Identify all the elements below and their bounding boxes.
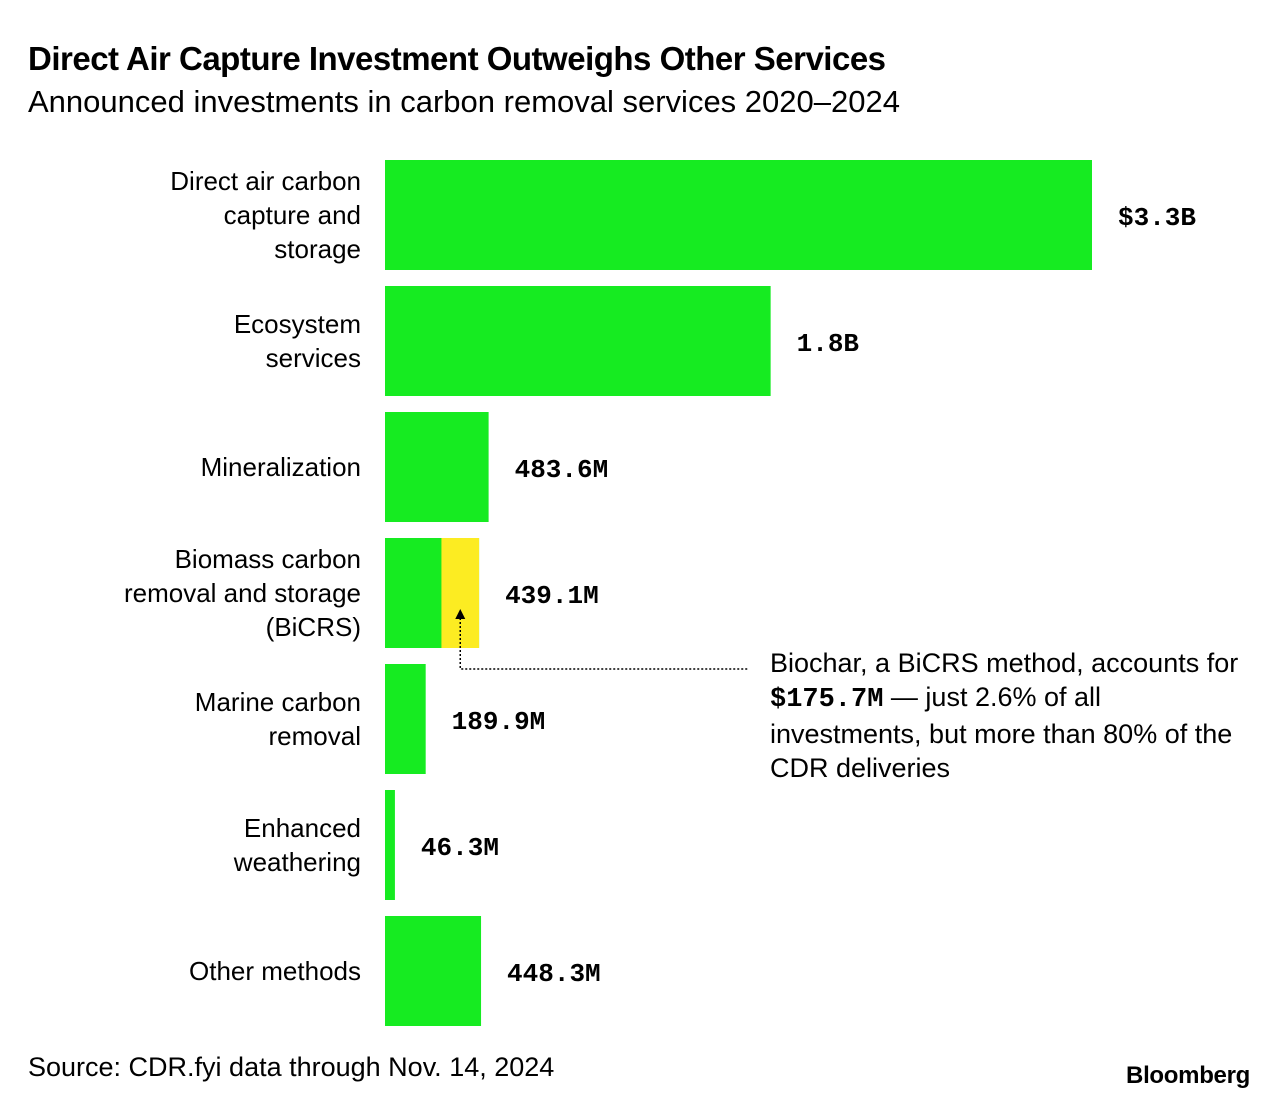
value-label: 448.3M (507, 959, 601, 989)
annotation-arrow-icon (455, 609, 466, 619)
category-label-line: (BiCRS) (266, 612, 361, 642)
value-label: 189.9M (452, 707, 546, 737)
value-label: 1.8B (797, 329, 860, 359)
category-label-line: Mineralization (201, 452, 361, 482)
source-note: Source: CDR.fyi data through Nov. 14, 20… (28, 1052, 555, 1082)
category-label-line: capture and (224, 200, 361, 230)
category-label: Direct air carbon capture and storage (170, 166, 361, 264)
annotation-leader-line (459, 618, 748, 670)
bar-4 (385, 664, 426, 774)
category-label-line: Direct air carbon (170, 166, 361, 196)
category-label: Biomass carbon removal and storage (BiCRS) (124, 544, 361, 642)
category-label-line: storage (274, 234, 361, 264)
chart-subtitle: Announced investments in carbon removal … (28, 84, 900, 119)
biochar-annotation: Biochar, a BiCRS method, accounts for $1… (770, 646, 1250, 785)
category-label-line: Ecosystem (234, 309, 361, 339)
bar-2 (385, 412, 489, 522)
annotation-value: $175.7M (770, 685, 884, 715)
category-label-line: Enhanced (244, 813, 361, 843)
value-label: 46.3M (421, 833, 499, 863)
category-label: Other methods (189, 956, 361, 986)
category-label: Enhanced weathering (233, 813, 361, 877)
bar-1 (385, 286, 771, 396)
bar-highlight-biochar (441, 538, 480, 648)
category-label-line: weathering (233, 847, 361, 877)
annotation-text-end: — just 2.6% of all investments, but more… (770, 682, 1233, 783)
category-label-line: Biomass carbon (175, 544, 361, 574)
bloomberg-logo: Bloomberg (1126, 1062, 1250, 1089)
bar-6 (385, 916, 482, 1026)
value-label: $3.3B (1118, 203, 1196, 233)
annotation-text-start: Biochar, a BiCRS method, accounts for (770, 648, 1239, 678)
value-label: 483.6M (515, 455, 609, 485)
category-label-line: removal and storage (124, 578, 361, 608)
category-label: Marine carbon removal (195, 687, 361, 751)
category-label-line: Marine carbon (195, 687, 361, 717)
bar-0 (385, 160, 1092, 270)
chart-title: Direct Air Capture Investment Outweighs … (28, 40, 886, 77)
category-label: Mineralization (201, 452, 361, 482)
category-label-line: services (266, 343, 361, 373)
category-label-line: Other methods (189, 956, 361, 986)
value-label: 439.1M (505, 581, 599, 611)
category-label-line: removal (269, 721, 361, 751)
category-label: Ecosystem services (234, 309, 361, 373)
bar-5 (385, 790, 395, 900)
